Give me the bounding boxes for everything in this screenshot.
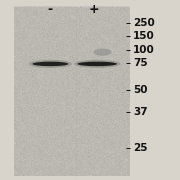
Ellipse shape (32, 62, 68, 66)
Ellipse shape (77, 62, 117, 66)
Text: 37: 37 (133, 107, 148, 117)
Text: -: - (48, 3, 53, 15)
Text: 250: 250 (133, 18, 155, 28)
FancyBboxPatch shape (14, 7, 130, 176)
Text: 100: 100 (133, 45, 155, 55)
Text: 50: 50 (133, 85, 148, 95)
Text: +: + (88, 3, 99, 15)
Text: 75: 75 (133, 58, 148, 68)
Text: 25: 25 (133, 143, 148, 153)
Ellipse shape (29, 60, 72, 68)
Text: 150: 150 (133, 31, 155, 41)
Ellipse shape (74, 60, 121, 68)
Ellipse shape (94, 49, 112, 56)
